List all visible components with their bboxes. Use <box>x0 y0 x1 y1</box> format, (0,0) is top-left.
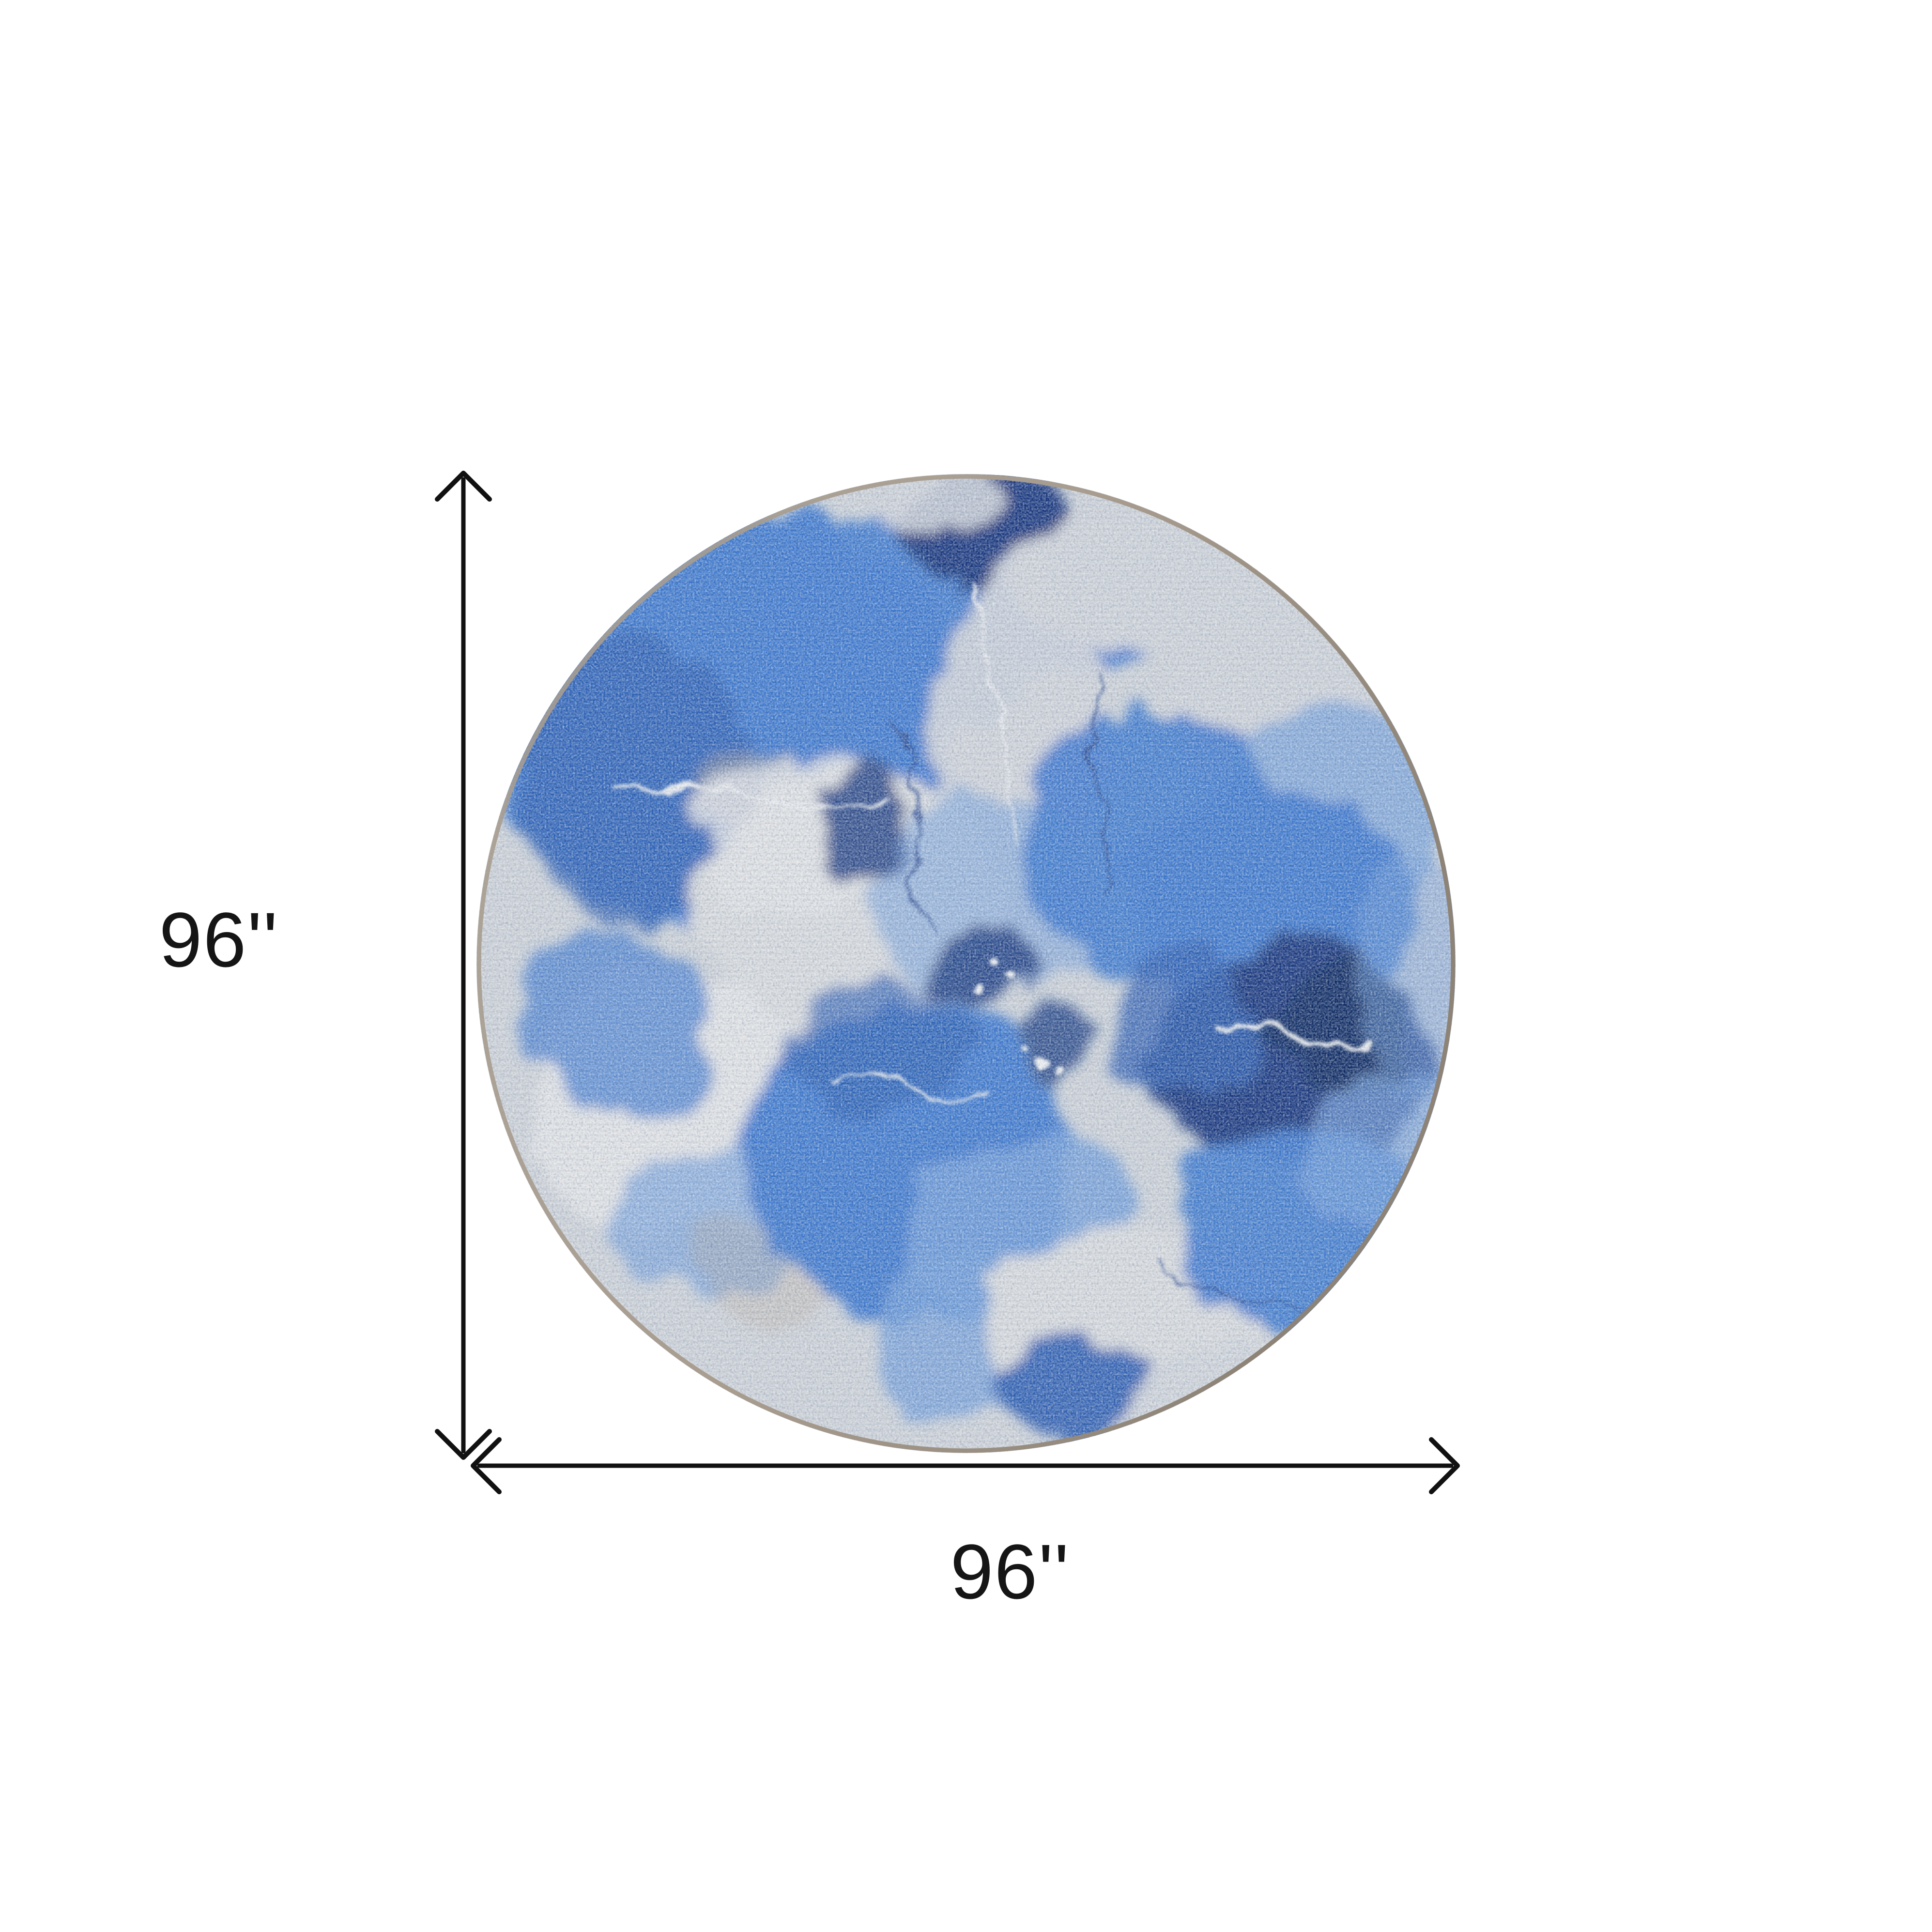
horizontal-dimension-arrow <box>471 1437 1460 1494</box>
vertical-dimension-arrow <box>435 471 492 1460</box>
arrowhead-down-icon <box>435 1429 492 1460</box>
arrowhead-left-icon <box>471 1437 502 1494</box>
height-label: 96'' <box>159 896 279 983</box>
width-label: 96'' <box>950 1528 1070 1615</box>
rug-image <box>476 474 1456 1453</box>
arrowhead-up-icon <box>435 471 492 502</box>
rug-pattern <box>476 474 1456 1453</box>
arrowhead-right-icon <box>1429 1437 1460 1494</box>
rug-edge-binding <box>476 474 1456 1453</box>
